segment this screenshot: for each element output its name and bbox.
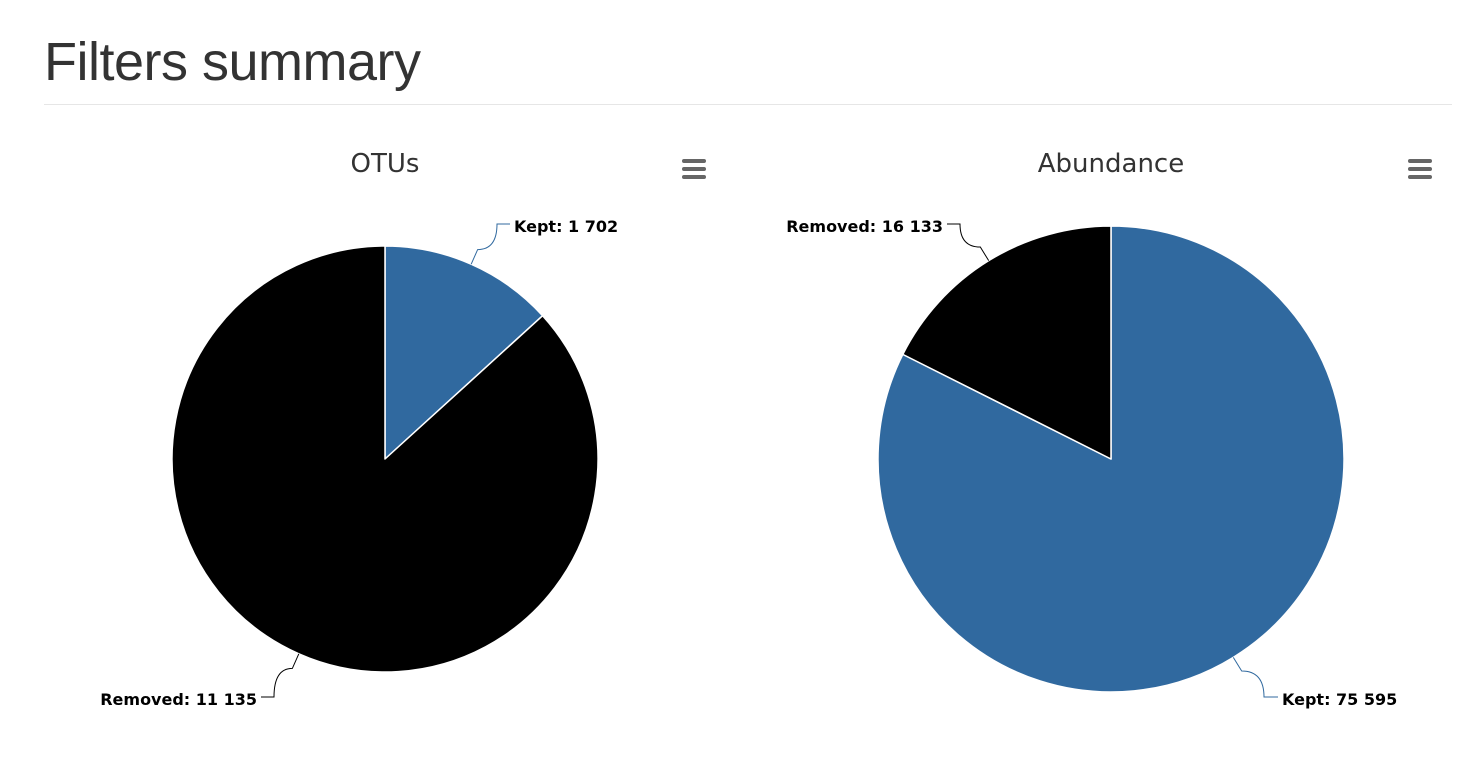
otus-slice-removed[interactable] xyxy=(171,245,599,673)
otus-data-label-kept: Kept: 1 702 xyxy=(514,217,618,236)
page-title: Filters summary xyxy=(44,32,421,92)
abundance-chart-menu-button[interactable] xyxy=(1404,154,1436,184)
abundance-chart-title: Abundance xyxy=(1038,149,1184,179)
otus-chart-menu-button[interactable] xyxy=(678,154,710,184)
otus-data-label-removed: Removed: 11 135 xyxy=(100,690,257,709)
otus-slices xyxy=(171,245,599,673)
title-divider xyxy=(44,104,1452,105)
otus-chart-panel: OTUs Kept: 1 702 Removed: 11 135 xyxy=(22,120,748,760)
abundance-pie-chart: Abundance Kept: 75 595 Removed: 16 133 xyxy=(786,149,1397,709)
abundance-slice-removed[interactable] xyxy=(902,225,1112,460)
otus-slice-kept[interactable] xyxy=(384,245,544,460)
otus-chart-title: OTUs xyxy=(351,149,420,179)
otus-connector-removed xyxy=(261,653,300,698)
otus-connector-kept xyxy=(470,223,510,265)
abundance-slices xyxy=(877,225,1345,693)
otus-labels: Kept: 1 702 Removed: 11 135 xyxy=(100,217,618,709)
abundance-labels: Kept: 75 595 Removed: 16 133 xyxy=(786,217,1397,709)
abundance-connector-removed xyxy=(947,223,990,261)
abundance-connector-kept xyxy=(1232,657,1278,698)
abundance-chart-panel: Abundance Kept: 75 595 Removed: 16 133 xyxy=(748,120,1474,760)
abundance-data-label-kept: Kept: 75 595 xyxy=(1282,690,1397,709)
otus-pie-chart: OTUs Kept: 1 702 Removed: 11 135 xyxy=(100,149,618,709)
abundance-data-label-removed: Removed: 16 133 xyxy=(786,217,943,236)
